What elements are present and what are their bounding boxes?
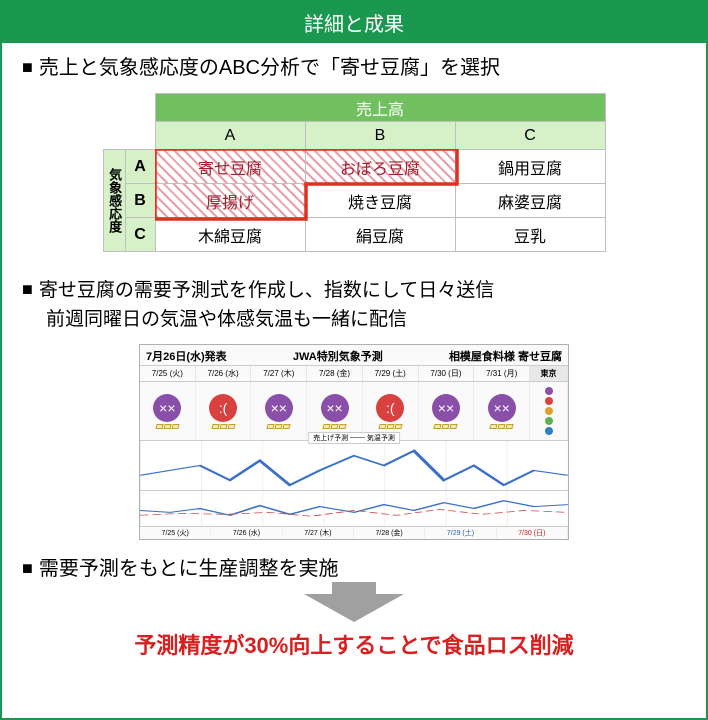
col-c: C [455, 122, 605, 150]
fc-face-0: ×× [140, 382, 196, 440]
bullet-2a-text: 寄せ豆腐の需要予測式を作成し、指数にして日々送信 [39, 280, 494, 301]
fc-face-2: ×× [251, 382, 307, 440]
cell-0-2: 鍋用豆腐 [455, 150, 605, 184]
fc-legend-col [530, 382, 568, 440]
sales-header: 売上高 [155, 94, 605, 122]
fc-day-4: 7/29 (土) [363, 366, 419, 381]
forecast-title: JWA特別気象予測 [293, 348, 383, 364]
forecast-date: 7月26日(水)発表 [146, 348, 227, 364]
fc-bd-5: 7/30 (日) [497, 527, 568, 539]
fc-bd-2: 7/27 (木) [283, 527, 354, 539]
bullet-2b-text: 前週同曜日の気温や体感気温も一緒に配信 [46, 309, 407, 330]
cell-1-2: 麻婆豆腐 [455, 184, 605, 218]
abc-table: 売上高 A B C 気象感応度 A 寄せ豆腐 おぼろ豆腐 鍋用豆腐 B [103, 93, 606, 252]
fc-day-5: 7/30 (日) [419, 366, 475, 381]
arrow-wrap [22, 594, 686, 622]
fc-day-6: 7/31 (月) [474, 366, 530, 381]
fc-bd-4: 7/29 (土) [425, 527, 496, 539]
bullet-marker: ■ [22, 558, 33, 578]
forecast-card: 7月26日(水)発表 JWA特別気象予測 相模屋食料様 寄せ豆腐 7/25 (火… [139, 344, 569, 540]
row-b: B [125, 184, 155, 218]
forecast-chart-2 [140, 490, 568, 526]
fc-face-5: ×× [419, 382, 475, 440]
section-3: ■ 需要予測をもとに生産調整を実施 予測精度が30%向上することで食品ロス削減 [2, 550, 706, 660]
fc-day-0: 7/25 (火) [140, 366, 196, 381]
fc-day-3: 7/28 (金) [307, 366, 363, 381]
forecast-head: 7月26日(水)発表 JWA特別気象予測 相模屋食料様 寄せ豆腐 [140, 345, 568, 365]
bullet-2: ■ 寄せ豆腐の需要予測式を作成し、指数にして日々送信 前週同曜日の気温や体感気温も… [22, 276, 686, 334]
fc-bd-1: 7/26 (水) [211, 527, 282, 539]
bullet-3-text: 需要予測をもとに生産調整を実施 [39, 558, 339, 580]
fc-bd-0: 7/25 (火) [140, 527, 211, 539]
fc-day-2: 7/27 (木) [251, 366, 307, 381]
down-arrow-icon [304, 594, 404, 622]
forecast-chart-1: 売上げ予測 ─── 気温予測 [140, 440, 568, 490]
fc-face-1: :( [196, 382, 252, 440]
cell-2-1: 絹豆腐 [305, 218, 455, 252]
bullet-1-text: 売上と気象感応度のABC分析で「寄せ豆腐」を選択 [39, 57, 500, 79]
cell-1-0: 厚揚げ [155, 184, 305, 218]
col-a: A [155, 122, 305, 150]
row-c: C [125, 218, 155, 252]
fc-day-1: 7/26 (水) [196, 366, 252, 381]
forecast-customer: 相模屋食料様 寄せ豆腐 [449, 348, 562, 364]
bullet-marker: ■ [22, 57, 33, 77]
cell-2-2: 豆乳 [455, 218, 605, 252]
fc-face-6: ×× [474, 382, 530, 440]
forecast-dates-row: 7/25 (火) 7/26 (水) 7/27 (木) 7/28 (金) 7/29… [140, 365, 568, 382]
row-a: A [125, 150, 155, 184]
section-2: ■ 寄せ豆腐の需要予測式を作成し、指数にして日々送信 前週同曜日の気温や体感気温も… [2, 266, 706, 540]
cell-0-0: 寄せ豆腐 [155, 150, 305, 184]
bullet-1: ■ 売上と気象感応度のABC分析で「寄せ豆腐」を選択 [22, 53, 686, 83]
abc-table-wrap: 売上高 A B C 気象感応度 A 寄せ豆腐 おぼろ豆腐 鍋用豆腐 B [22, 93, 686, 252]
section-1: ■ 売上と気象感応度のABC分析で「寄せ豆腐」を選択 売上高 A B C 気象感応… [2, 43, 706, 252]
sensitivity-header: 気象感応度 [103, 150, 125, 252]
cell-0-1: おぼろ豆腐 [305, 150, 455, 184]
col-b: B [305, 122, 455, 150]
header-title: 詳細と成果 [304, 14, 404, 36]
header-title-bar: 詳細と成果 [2, 2, 706, 43]
bullet-marker: ■ [22, 279, 33, 299]
result-text: 予測精度が30%向上することで食品ロス削減 [22, 628, 686, 660]
bullet-3: ■ 需要予測をもとに生産調整を実施 [22, 554, 686, 584]
fc-bd-3: 7/28 (金) [354, 527, 425, 539]
fc-region: 東京 [530, 366, 568, 381]
forecast-bottom-dates: 7/25 (火) 7/26 (水) 7/27 (木) 7/28 (金) 7/29… [140, 526, 568, 539]
cell-2-0: 木綿豆腐 [155, 218, 305, 252]
cell-1-1: 焼き豆腐 [305, 184, 455, 218]
